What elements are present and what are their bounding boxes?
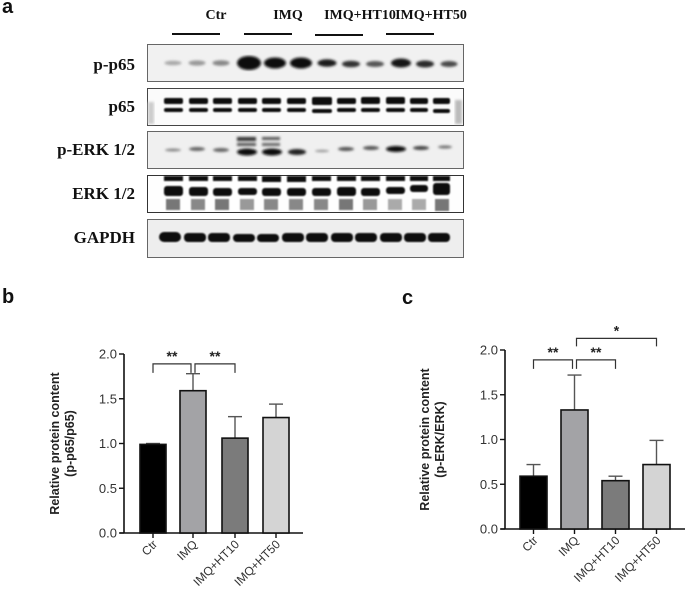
group-label-imq-ht50: IMQ+HT50 bbox=[395, 8, 467, 23]
significance-bracket: * bbox=[575, 322, 658, 347]
bar-imq-ht50 bbox=[262, 416, 290, 534]
chart-b-p65: 0.0 0.5 1.0 1.5 2.0 Relative protein content(… bbox=[48, 347, 303, 589]
strip-gapdh bbox=[147, 219, 464, 258]
svg-text:**: ** bbox=[210, 348, 221, 364]
group-line-imq bbox=[244, 33, 292, 35]
panel-b-label: b bbox=[2, 286, 15, 308]
y-tick-label: 0.0 bbox=[99, 526, 117, 541]
y-tick-label: 0.5 bbox=[99, 481, 117, 496]
row-label-p-erk: p-ERK 1/2 bbox=[57, 140, 135, 159]
x-tick-label: IMQ bbox=[556, 533, 582, 559]
y-tick-label: 1.5 bbox=[480, 387, 498, 402]
y-tick-label: 1.0 bbox=[99, 436, 117, 451]
significance-bracket: ** bbox=[532, 344, 574, 369]
significance-bracket: ** bbox=[152, 348, 192, 373]
bar-ctr bbox=[519, 475, 548, 530]
svg-text:**: ** bbox=[591, 344, 602, 360]
bar-imq bbox=[560, 409, 589, 530]
bar-imq bbox=[179, 389, 207, 534]
x-tick-label: IMQ bbox=[174, 537, 200, 563]
bar-imq-ht50 bbox=[642, 463, 671, 530]
bar-ctr bbox=[139, 443, 167, 534]
strip-p-erk bbox=[147, 131, 464, 169]
svg-text:**: ** bbox=[167, 348, 178, 364]
strip-p-p65 bbox=[147, 44, 464, 82]
strip-p65 bbox=[147, 88, 464, 126]
svg-text:(p-p65/p65): (p-p65/p65) bbox=[63, 410, 77, 477]
y-tick-label: 2.0 bbox=[99, 347, 117, 362]
group-label-imq: IMQ bbox=[273, 8, 303, 23]
y-tick-label: 0.5 bbox=[480, 477, 498, 492]
group-line-imq-ht50 bbox=[386, 33, 434, 35]
y-tick-label: 0.0 bbox=[480, 522, 498, 537]
bar-imq-ht10 bbox=[221, 437, 249, 534]
y-tick-label: 1.5 bbox=[99, 391, 117, 406]
x-tick-label: Ctr bbox=[139, 537, 160, 558]
svg-text:*: * bbox=[614, 322, 620, 338]
row-label-erk: ERK 1/2 bbox=[72, 184, 135, 203]
row-label-p-p65: p-p65 bbox=[93, 55, 135, 74]
chart-c-erk: 0.0 0.5 1.0 1.5 2.0 Relative protein content(… bbox=[418, 322, 685, 585]
x-tick-label: Ctr bbox=[519, 533, 540, 554]
svg-text:Relative protein content: Relative protein content bbox=[418, 367, 432, 510]
svg-text:**: ** bbox=[548, 344, 559, 360]
group-label-ctr: Ctr bbox=[205, 8, 227, 23]
row-label-p65: p65 bbox=[108, 97, 135, 116]
strip-erk bbox=[147, 175, 464, 213]
group-label-imq-ht10: IMQ+HT10 bbox=[324, 8, 396, 23]
western-blot-panel bbox=[0, 0, 685, 268]
y-axis-label: Relative protein content (p-p65/p65) bbox=[48, 371, 77, 514]
group-line-imq-ht10 bbox=[315, 34, 363, 36]
row-label-gapdh: GAPDH bbox=[73, 228, 135, 247]
bar-imq-ht10 bbox=[601, 479, 630, 530]
svg-text:Relative protein content: Relative protein content bbox=[48, 371, 62, 514]
svg-text:(p-ERK/ERK): (p-ERK/ERK) bbox=[433, 401, 447, 477]
y-tick-label: 1.0 bbox=[480, 432, 498, 447]
significance-bracket: ** bbox=[194, 348, 236, 373]
significance-bracket: ** bbox=[575, 344, 617, 369]
y-tick-label: 2.0 bbox=[480, 343, 498, 358]
group-line-ctr bbox=[172, 33, 220, 35]
y-axis-label: Relative protein content (p-ERK/ERK) bbox=[418, 367, 447, 510]
panel-a-label: a bbox=[2, 0, 14, 18]
panel-c-label: c bbox=[402, 287, 414, 309]
